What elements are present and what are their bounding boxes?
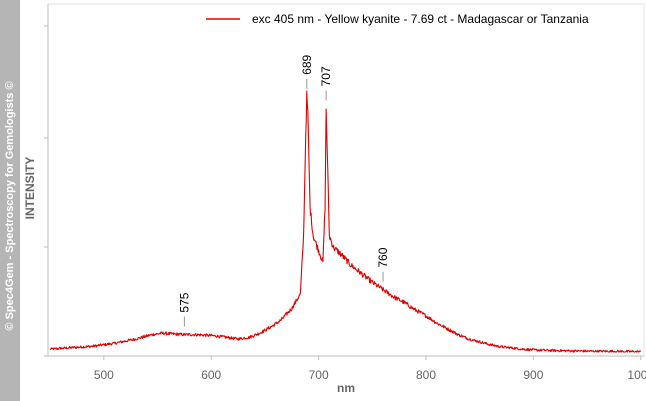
x-tick-label: 600 [201, 368, 221, 382]
annotation-label: 760 [376, 247, 390, 267]
legend-label: exc 405 nm - Yellow kyanite - 7.69 ct - … [252, 12, 589, 26]
plot-area-frame [47, 3, 645, 357]
x-tick-label: 500 [94, 368, 114, 382]
legend: exc 405 nm - Yellow kyanite - 7.69 ct - … [206, 12, 589, 26]
peak-annotations: 575 689 707 760 [177, 54, 390, 327]
x-axis-label: nm [337, 381, 355, 395]
annotation-label: 707 [319, 66, 333, 86]
x-tick-label: 800 [416, 368, 436, 382]
annotation-label: 689 [300, 54, 314, 74]
y-axis-ticks [44, 25, 48, 357]
x-tick-label: 700 [309, 368, 329, 382]
x-tick-label: 900 [523, 368, 543, 382]
spectrum-line [49, 90, 642, 353]
annotation-label: 575 [177, 292, 191, 312]
x-tick-label: 1000 [627, 368, 646, 382]
watermark-band: © Spec4Gem - Spectroscopy for Gemologist… [0, 0, 20, 401]
x-axis-ticks: 500 600 700 800 900 1000 [94, 356, 646, 382]
